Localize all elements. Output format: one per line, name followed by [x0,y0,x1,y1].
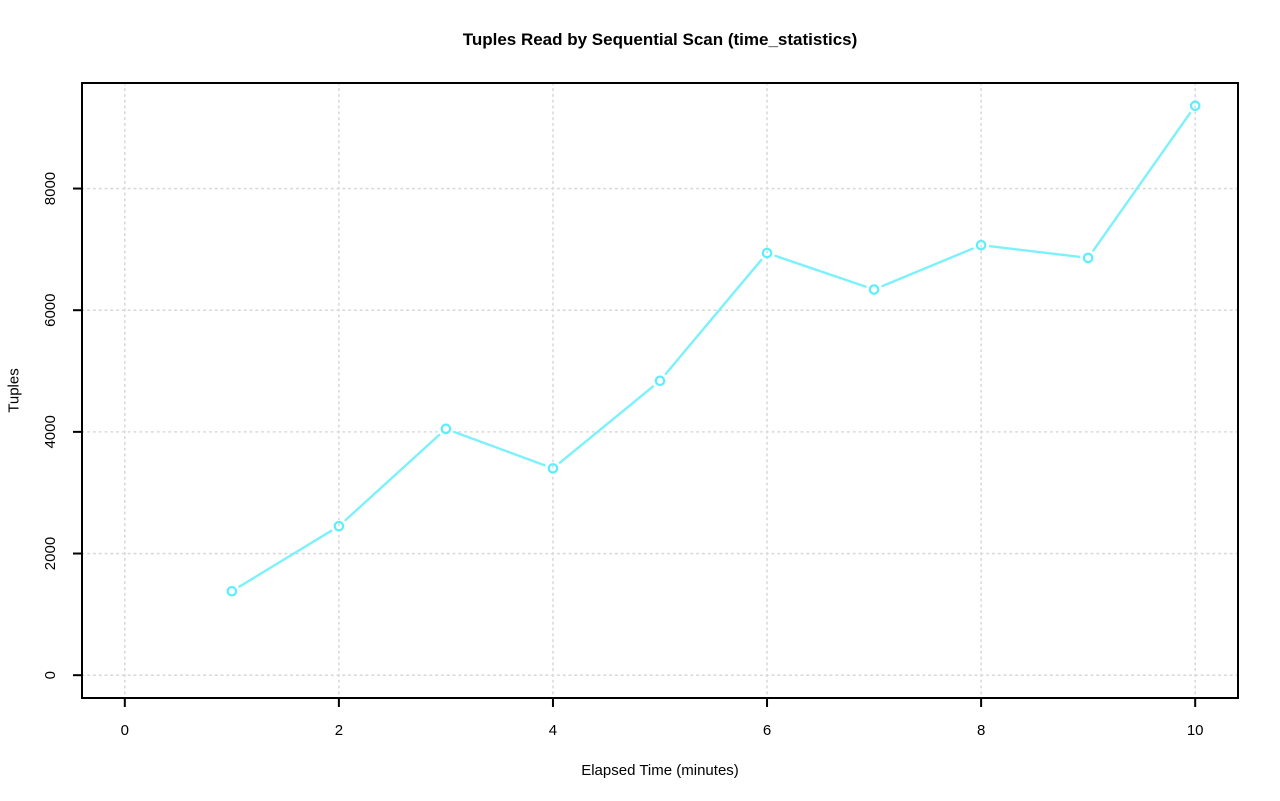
data-point-marker [654,375,666,387]
data-point-marker [868,284,880,295]
data-point-marker [226,585,238,597]
data-point-marker [761,247,773,259]
data-point-marker [547,463,559,474]
data-point-marker [333,520,345,532]
x-axis-title: Elapsed Time (minutes) [581,762,739,779]
x-axis-tick-label: 6 [763,722,771,739]
y-axis-tick-label: 6000 [42,294,59,327]
data-point-marker [1189,100,1201,112]
data-line-segment [344,433,441,522]
plot-border [81,82,1239,699]
data-point-marker [1082,252,1094,264]
y-axis-title: Tuples [5,368,23,413]
data-line-segment [988,244,1081,259]
data-point-marker [975,239,987,251]
data-line-segment [774,254,867,288]
data-line-segment [881,247,974,288]
data-line-segment [238,529,333,588]
x-axis-tick-label: 2 [335,722,343,739]
x-axis-tick-label: 4 [549,722,557,739]
y-axis-tick-label: 4000 [42,415,59,448]
data-line-segment [1092,111,1192,252]
y-axis-tick-label: 0 [42,671,59,679]
data-line-segment [453,430,546,467]
data-line-segment [664,258,763,376]
data-line-segment [558,385,655,464]
data-point-marker [440,423,452,435]
x-axis-tick-label: 10 [1187,722,1204,739]
x-axis-tick-label: 0 [121,722,129,739]
y-axis-tick-label: 2000 [42,537,59,570]
x-axis-tick-label: 8 [977,722,985,739]
chart-title: Tuples Read by Sequential Scan (time_sta… [462,30,858,49]
y-axis-tick-label: 8000 [42,172,59,205]
